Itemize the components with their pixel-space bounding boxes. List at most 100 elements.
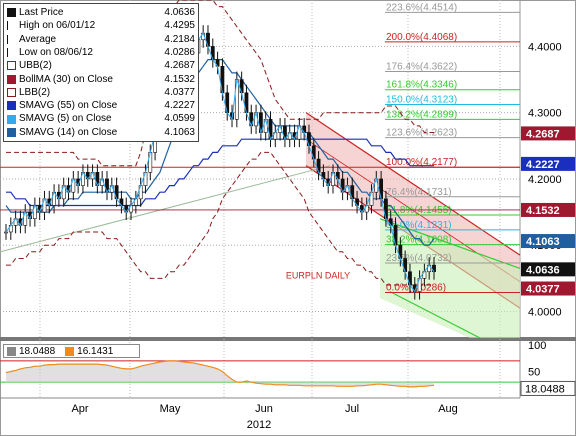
fib-level-label: 100.0%(4.2177) <box>386 157 457 168</box>
price-tag-bg <box>521 126 575 141</box>
x-tick-label: Jul <box>345 403 359 415</box>
legend-entry: High on 06/01/12 4.4295 <box>7 19 195 32</box>
legend-swatch <box>7 21 16 31</box>
oscillator-value-1: 18.0488 <box>19 345 56 357</box>
fib-level-label: 138.2%(4.2899) <box>386 109 457 120</box>
price-tag-label: 4.1063 <box>526 236 560 248</box>
legend-value: 4.1532 <box>164 73 195 85</box>
main-legend: Last Price 4.0636 High on 06/01/12 4.4295 Av… <box>3 3 199 142</box>
legend-entry: UBB(2) 4.2687 <box>7 59 195 72</box>
x-tick-label: Jun <box>255 403 273 415</box>
oscillator-area <box>6 360 434 387</box>
price-tag-label: 4.0377 <box>526 284 560 296</box>
legend-swatch <box>7 8 16 18</box>
price-tag-label: 4.0636 <box>526 264 560 276</box>
legend-swatch <box>7 48 16 58</box>
legend-value: 4.2227 <box>164 100 195 112</box>
y-tick-label: 4.0000 <box>528 306 562 318</box>
fib-level-label: 50.0%(4.1231) <box>386 220 452 231</box>
sma14-line <box>5 59 435 246</box>
sma5-line <box>5 32 435 293</box>
price-tag-bg <box>521 202 575 217</box>
legend-swatch <box>7 114 16 124</box>
price-tag-bg <box>521 156 575 171</box>
legend-entry: BollMA (30) on Close 4.1532 <box>7 72 195 85</box>
fib-level-label: 200.0%(4.4068) <box>386 32 457 43</box>
legend-value: 4.0636 <box>164 7 195 19</box>
legend-swatch <box>7 34 16 44</box>
legend-name: Average <box>19 33 57 45</box>
green-channel-lower <box>389 291 481 339</box>
price-tag-label: 4.1532 <box>526 205 560 217</box>
y-tick-label: 4.3000 <box>528 108 562 120</box>
oscillator-tick-label: 50 <box>528 367 540 379</box>
price-tag-bg <box>521 281 575 296</box>
sma55-line <box>6 138 434 207</box>
chart-title: EURPLN DAILY <box>286 270 350 280</box>
legend-name: UBB(2) <box>19 60 52 72</box>
oscillator-legend: 18.0488 16.1431 <box>3 344 140 358</box>
legend-value: 4.2687 <box>164 60 195 72</box>
price-tag-bg <box>521 234 575 249</box>
legend-name: LBB(2) <box>19 86 51 98</box>
green-channel-upper <box>379 218 521 269</box>
x-axis-year: 2012 <box>247 419 271 431</box>
price-tag-bg <box>521 262 575 277</box>
legend-value: 4.0599 <box>164 113 195 125</box>
candle-body <box>4 231 8 234</box>
y-tick-label: 4.2000 <box>528 174 562 186</box>
fib-level-label: 123.6%(4.2623) <box>386 128 457 139</box>
oscillator-badge-label: 18.0488 <box>525 383 565 395</box>
legend-entry: SMAVG (55) on Close 4.2227 <box>7 99 195 112</box>
price-tag-label: 4.2227 <box>526 159 560 171</box>
fib-level-label: 61.8%(4.1455) <box>386 205 452 216</box>
trend-line <box>0 165 331 253</box>
fib-level-label: 23.6%(4.0732) <box>386 253 452 264</box>
red-channel-upper <box>305 112 521 256</box>
oscillator-line <box>5 360 435 388</box>
legend-entry: SMAVG (14) on Close 4.1063 <box>7 126 195 139</box>
fib-level-label: 176.4%(4.3622) <box>386 61 457 72</box>
oscillator-tick-label: 100 <box>528 340 546 352</box>
oscillator-badge-bg <box>520 380 576 396</box>
legend-entry: LBB(2) 4.0377 <box>7 86 195 99</box>
price-tag-label: 4.2687 <box>526 128 560 140</box>
legend-value: 4.1063 <box>164 126 195 138</box>
oscillator-swatch-2 <box>65 346 75 356</box>
legend-value: 4.4295 <box>164 20 195 32</box>
legend-entry: Last Price 4.0636 <box>7 6 195 19</box>
x-tick-label: May <box>160 403 181 415</box>
panel-divider <box>0 337 576 341</box>
legend-name: SMAVG (5) on Close <box>19 113 112 125</box>
fib-level-label: 161.8%(4.3346) <box>386 80 457 91</box>
x-tick-label: Aug <box>438 403 458 415</box>
candle-body <box>432 264 436 273</box>
fib-level-label: 76.4%(4.1731) <box>386 187 452 198</box>
legend-entry: Average 4.2184 <box>7 33 195 46</box>
legend-name: SMAVG (55) on Close <box>19 100 118 112</box>
legend-name: SMAVG (14) on Close <box>19 126 118 138</box>
upper-bollinger-band <box>6 0 434 167</box>
legend-value: 4.2184 <box>164 33 195 45</box>
x-tick-label: Apr <box>71 403 88 415</box>
oscillator-value-2: 16.1431 <box>77 345 114 357</box>
legend-swatch <box>7 74 16 84</box>
legend-name: Low on 08/06/12 <box>19 46 93 58</box>
legend-entry: SMAVG (5) on Close 4.0599 <box>7 112 195 125</box>
fib-level-label: 150.0%(4.3123) <box>386 95 457 106</box>
legend-value: 4.0286 <box>164 46 195 58</box>
fib-level-label: 223.6%(4.4514) <box>386 2 457 13</box>
legend-swatch <box>7 87 16 97</box>
green-channel-fill <box>380 218 520 338</box>
legend-swatch <box>7 127 16 137</box>
oscillator-swatch-1 <box>7 346 16 356</box>
y-tick-label: 4.4000 <box>528 41 562 53</box>
fib-level-label: 38.2%(4.1008) <box>386 235 452 246</box>
legend-swatch <box>7 61 16 71</box>
lower-bollinger-band <box>6 151 434 286</box>
legend-name: High on 06/01/12 <box>19 20 96 32</box>
legend-value: 4.0377 <box>164 86 195 98</box>
legend-swatch <box>7 101 16 111</box>
